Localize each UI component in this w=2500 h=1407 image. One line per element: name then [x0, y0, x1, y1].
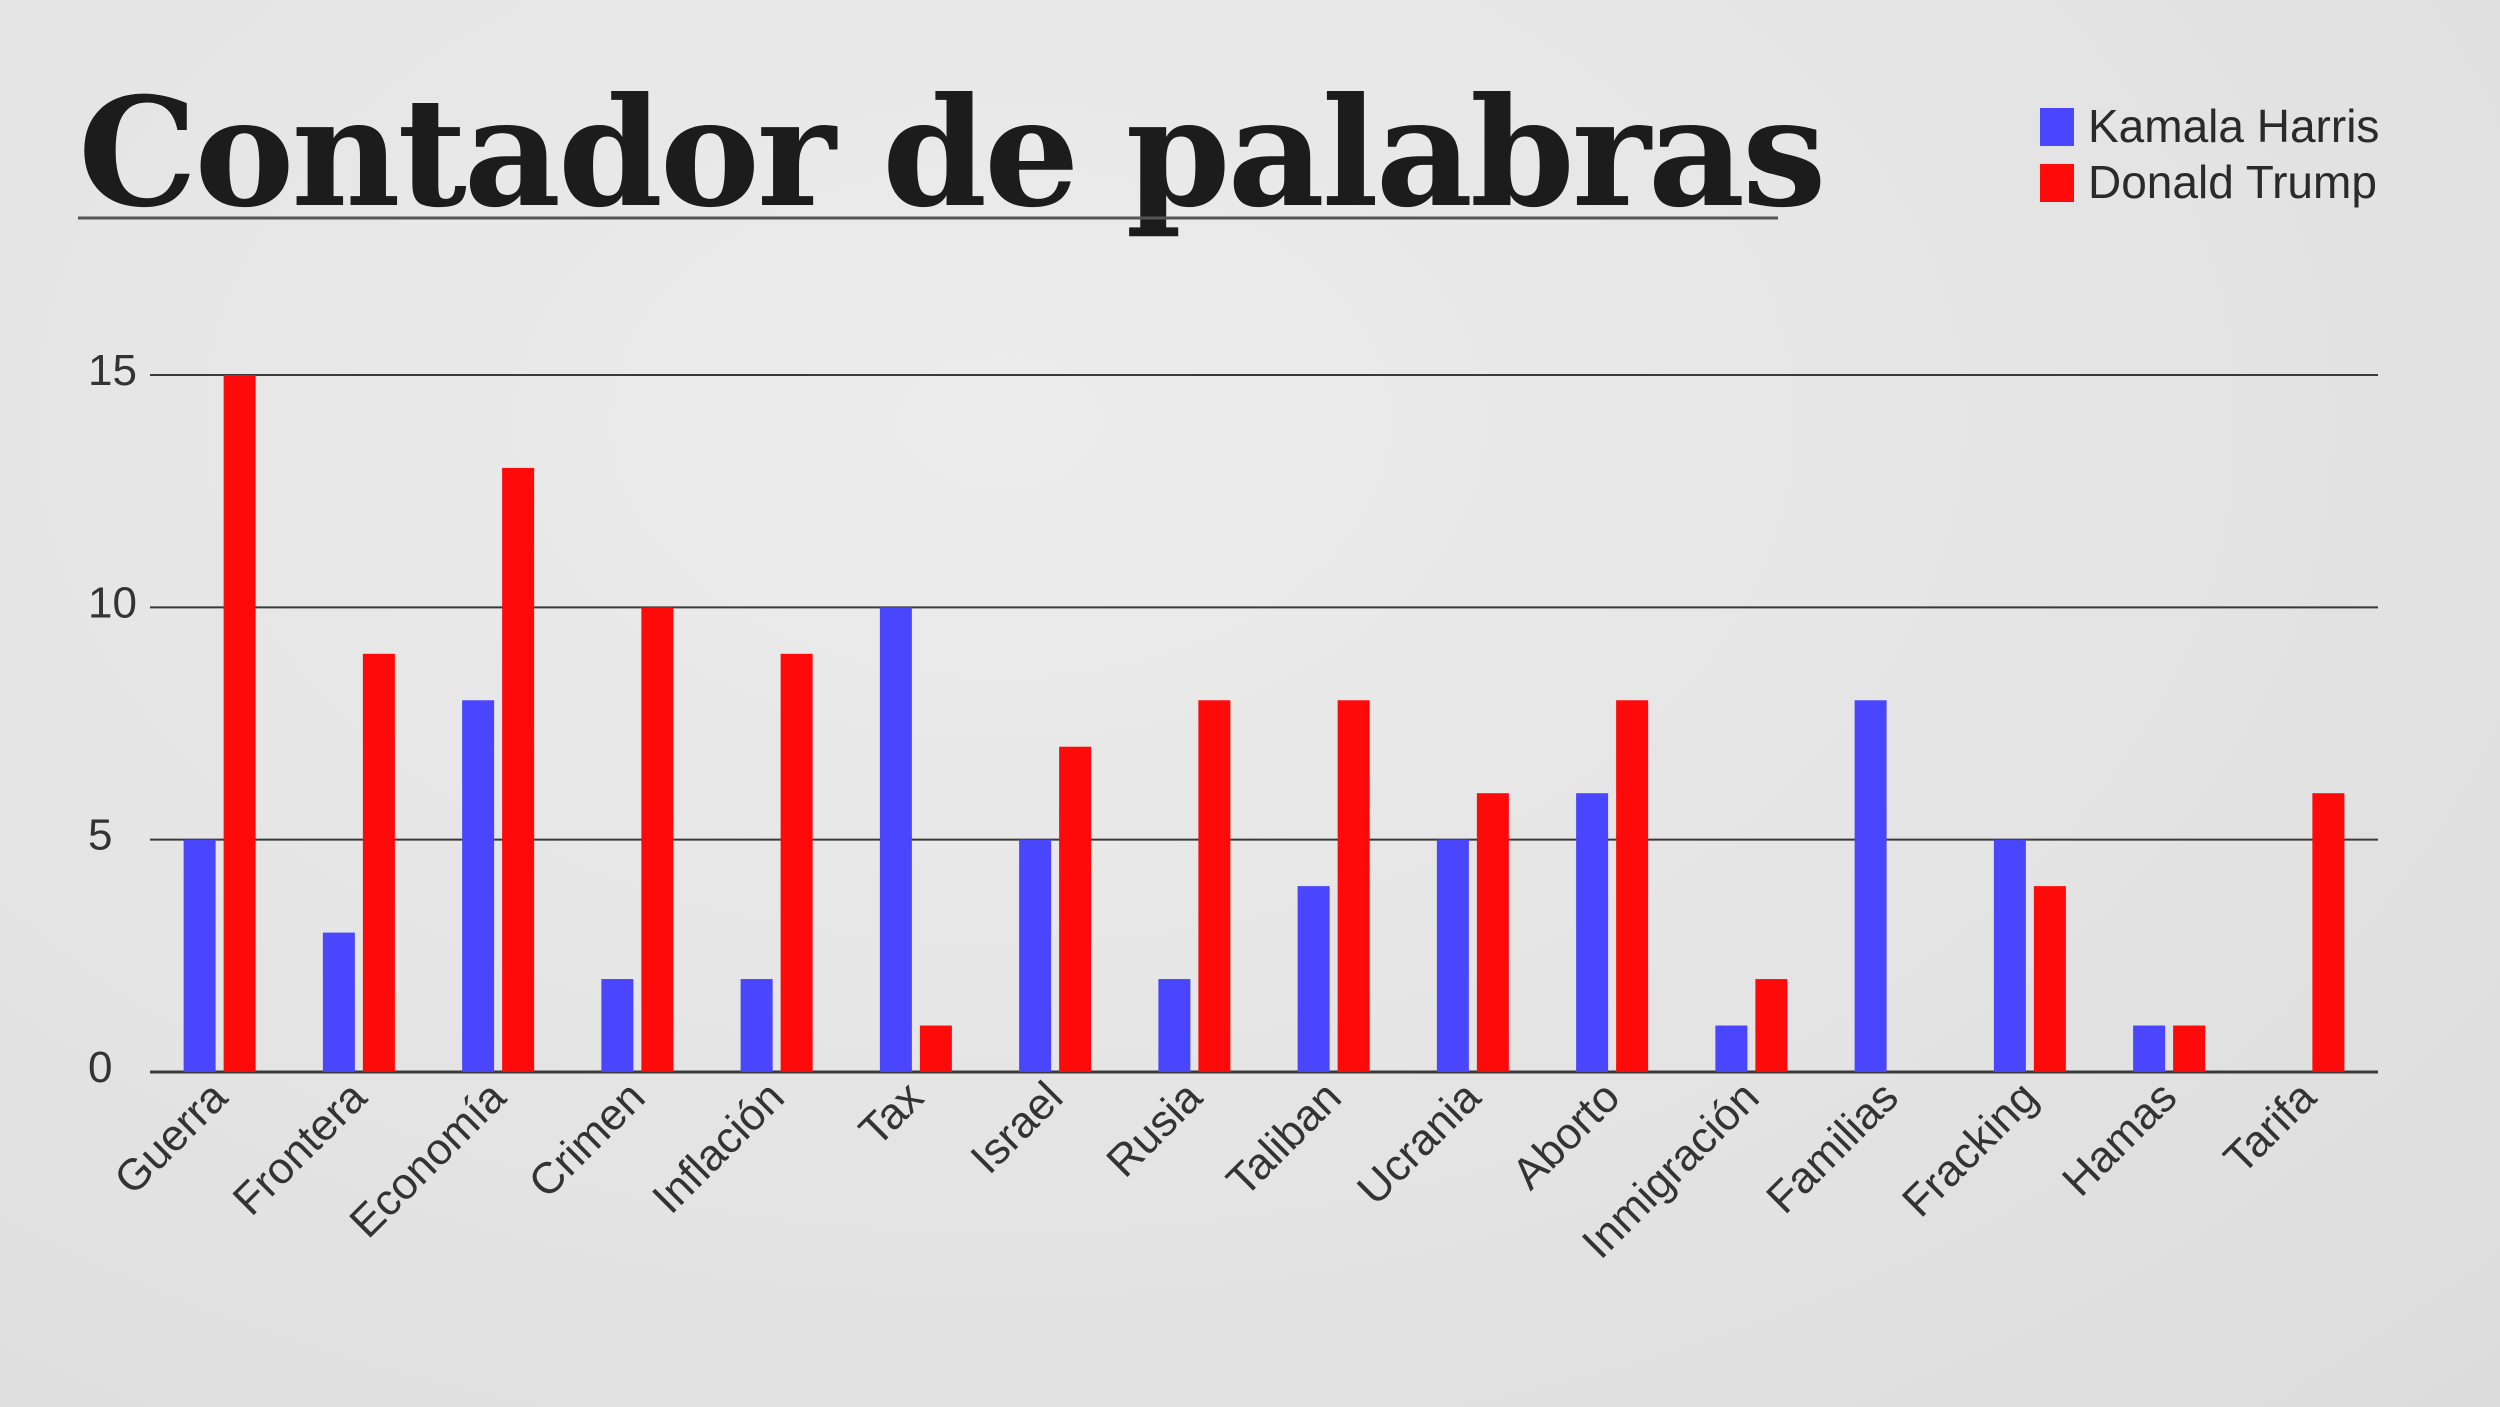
y-tick-label: 0: [88, 1043, 112, 1092]
title-layer: Contador de palabras: [78, 65, 1827, 241]
bar-trump-4: [780, 653, 813, 1072]
category-label: Crimen: [520, 1072, 655, 1207]
category-label: Ucrania: [1348, 1072, 1490, 1214]
bar-harris-13: [1993, 839, 2026, 1072]
legend-swatch-harris: [2040, 108, 2074, 146]
category-label: Taliban: [1217, 1072, 1350, 1205]
y-tick-label: 15: [88, 346, 137, 395]
bar-harris-8: [1297, 886, 1330, 1072]
bar-trump-11: [1755, 979, 1788, 1072]
bar-harris-6: [1019, 839, 1052, 1072]
y-tick-label: 5: [88, 811, 112, 860]
bar-harris-9: [1436, 839, 1469, 1072]
bar-trump-14: [2173, 1025, 2206, 1072]
category-label: Israel: [961, 1072, 1072, 1183]
category-label: Fracking: [1893, 1072, 2047, 1226]
bar-harris-1: [322, 932, 355, 1072]
bar-trump-15: [2312, 793, 2345, 1072]
bars-layer: [183, 375, 2345, 1072]
bar-trump-13: [2033, 886, 2066, 1072]
category-label: Hamas: [2053, 1072, 2186, 1205]
bar-harris-2: [462, 700, 495, 1072]
bar-trump-1: [362, 653, 395, 1072]
bar-trump-8: [1337, 700, 1370, 1072]
bar-harris-14: [2133, 1025, 2166, 1072]
legend-label: Kamala Harris: [2088, 100, 2379, 152]
bar-harris-10: [1576, 793, 1609, 1072]
chart-title: Contador de palabras: [78, 65, 1824, 241]
bar-trump-2: [502, 467, 535, 1072]
category-label: Guerra: [105, 1072, 237, 1204]
category-label: Rusia: [1097, 1072, 1212, 1187]
bar-harris-5: [879, 607, 912, 1072]
category-label: Aborto: [1503, 1072, 1629, 1198]
y-tick-label: 10: [88, 578, 137, 627]
bar-trump-6: [1059, 746, 1092, 1072]
category-label: Inflación: [643, 1072, 794, 1223]
bar-harris-4: [740, 979, 773, 1072]
bar-trump-5: [919, 1025, 952, 1072]
bar-harris-3: [601, 979, 634, 1072]
category-label: Tax: [850, 1072, 933, 1155]
bar-trump-0: [223, 375, 256, 1072]
category-label: Familias: [1757, 1072, 1907, 1222]
category-label: Tarifa: [2215, 1072, 2326, 1183]
legend-label: Donald Trump: [2088, 156, 2377, 208]
bar-trump-9: [1476, 793, 1509, 1072]
legend-swatch-trump: [2040, 164, 2074, 202]
bar-harris-11: [1715, 1025, 1748, 1072]
bar-trump-3: [641, 607, 674, 1072]
bar-trump-10: [1616, 700, 1649, 1072]
bar-harris-12: [1854, 700, 1887, 1072]
bar-trump-7: [1198, 700, 1231, 1072]
bar-harris-0: [183, 839, 216, 1072]
bar-harris-7: [1158, 979, 1191, 1072]
